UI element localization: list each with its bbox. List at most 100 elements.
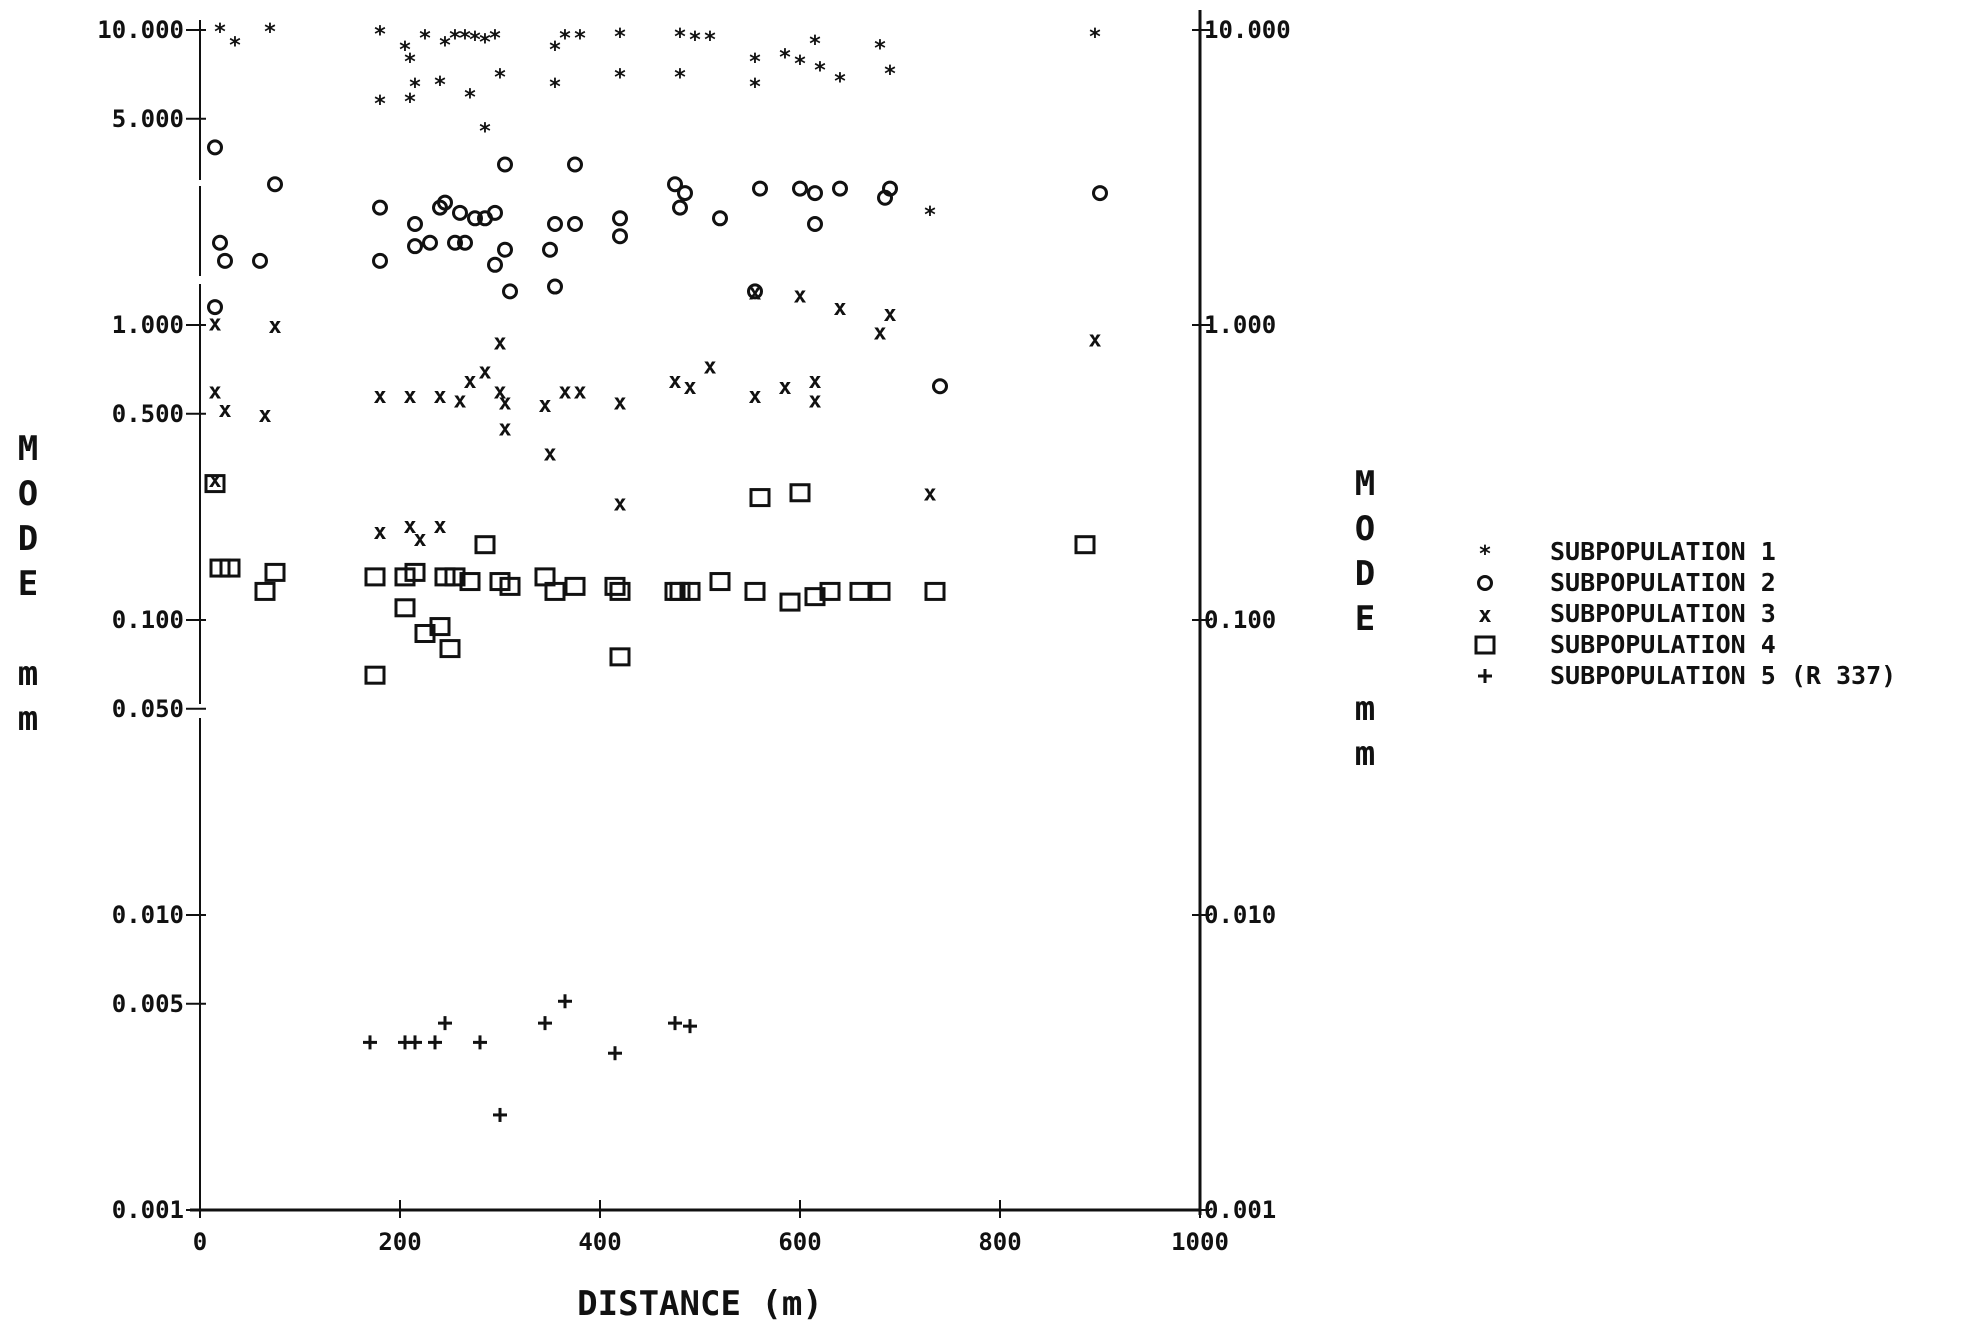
data-point: [429, 617, 451, 637]
data-point: x: [873, 321, 886, 346]
data-point: x: [493, 379, 506, 404]
data-point: x: [433, 384, 446, 409]
data-point: [779, 592, 801, 612]
data-point: *: [398, 38, 411, 63]
x-tick-label: 600: [778, 1228, 821, 1256]
data-point: *: [548, 75, 561, 100]
data-point: [789, 483, 811, 503]
data-point: *: [438, 33, 451, 58]
series-1: *** **** ****** ** * * * * ** * *** ***** ** * ** * * * **…: [213, 20, 1101, 228]
data-point: x: [498, 391, 511, 416]
legend-label: SUBPOPULATION 2: [1550, 568, 1776, 597]
y-axis-title-left-letter: O: [18, 474, 38, 514]
data-point: [667, 176, 683, 193]
data-point: *: [263, 20, 276, 45]
y-tick-label-right: 10.000: [1204, 16, 1291, 44]
data-point: [849, 581, 871, 601]
data-point: [439, 639, 461, 659]
data-point: [264, 562, 286, 582]
y-tick-label-left: 0.001: [112, 1196, 184, 1224]
data-point: [252, 252, 268, 269]
data-point: [497, 241, 513, 258]
data-point: [487, 256, 503, 273]
data-point: *: [468, 28, 481, 53]
data-point: *: [418, 27, 431, 52]
data-point: [254, 581, 276, 601]
data-point: x: [268, 314, 281, 339]
data-point: [437, 194, 453, 211]
data-point: [372, 199, 388, 216]
data-point: [544, 581, 566, 601]
x-tick-label: 400: [578, 1228, 621, 1256]
data-point: x: [258, 403, 271, 428]
data-point: *: [813, 59, 826, 84]
data-point: [364, 665, 386, 685]
data-point: x: [1088, 327, 1101, 352]
data-point: x: [478, 360, 491, 385]
data-point: x: [373, 520, 386, 545]
y-tick-label-right: 1.000: [1204, 311, 1276, 339]
y-tick-label-left: 5.000: [112, 105, 184, 133]
data-point: x: [613, 492, 626, 517]
data-point: [363, 1035, 377, 1050]
data-point: x: [778, 375, 791, 400]
data-point: [217, 252, 233, 269]
data-point: [819, 581, 841, 601]
data-point: *: [373, 92, 386, 117]
data-point: x: [748, 384, 761, 409]
y-axis-title-right-letter: M: [1355, 464, 1375, 504]
data-point: x: [538, 393, 551, 418]
y-tick-label-right: 0.010: [1204, 901, 1276, 929]
data-point: *: [478, 119, 491, 144]
data-point: [683, 1019, 697, 1034]
data-point: x: [668, 369, 681, 394]
data-point: [542, 241, 558, 258]
data-point: *: [228, 33, 241, 58]
data-point: [932, 378, 948, 395]
data-point: [547, 215, 563, 232]
data-point: [612, 228, 628, 245]
data-point: x: [373, 384, 386, 409]
y-tick-label-left: 1.000: [112, 311, 184, 339]
data-point: *: [573, 27, 586, 52]
data-point: [407, 238, 423, 255]
legend-label: SUBPOPULATION 4: [1550, 630, 1776, 659]
data-point: x: [453, 388, 466, 413]
data-point: *: [213, 20, 226, 45]
data-point: *: [458, 27, 471, 52]
data-point: [204, 474, 226, 494]
data-point: [747, 283, 763, 300]
data-point: [394, 598, 416, 618]
legend-symbol: [1474, 635, 1496, 655]
y-axis-title-left-letter: m: [18, 699, 38, 739]
legend-label: SUBPOPULATION 3: [1550, 599, 1776, 628]
data-point: *: [778, 45, 791, 70]
data-point: [364, 567, 386, 587]
data-point: [609, 647, 631, 667]
data-point: x: [433, 514, 446, 539]
data-point: [807, 185, 823, 202]
data-point: *: [748, 75, 761, 100]
data-point: [499, 576, 521, 596]
data-point: [924, 581, 946, 601]
data-point: x: [218, 398, 231, 423]
x-tick-label: 0: [193, 1228, 207, 1256]
legend-item: * SUBPOPULATION 1: [1478, 537, 1775, 567]
data-point: [869, 581, 891, 601]
data-point: [744, 581, 766, 601]
data-point: *: [748, 50, 761, 75]
data-point: *: [448, 27, 461, 52]
data-point: [212, 234, 228, 251]
y-tick-label-right: 0.100: [1204, 606, 1276, 634]
data-point: [408, 1035, 422, 1050]
data-point: *: [488, 27, 501, 52]
data-point: *: [403, 50, 416, 75]
data-point: x: [498, 416, 511, 441]
data-point: [474, 535, 496, 555]
data-point: [502, 283, 518, 300]
data-point: *: [408, 75, 421, 100]
axes: [186, 10, 1210, 1218]
y-axis-title-left-letter: M: [18, 429, 38, 469]
